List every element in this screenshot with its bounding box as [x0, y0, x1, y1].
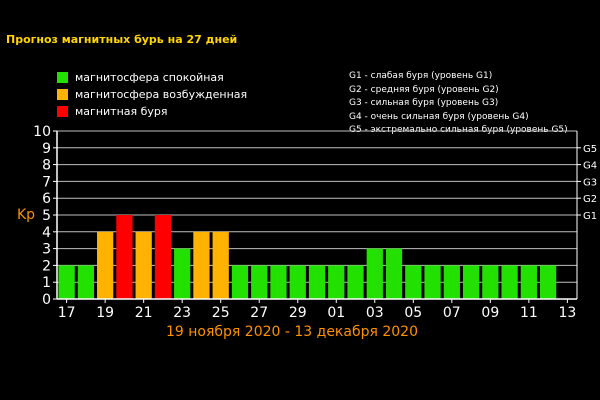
- bar: [539, 265, 557, 299]
- x-tick-label: 11: [520, 305, 538, 321]
- g-tick-label: G5: [583, 144, 597, 155]
- legend-label-excited: магнитосфера возбужденная: [75, 88, 248, 101]
- legend-label-storm: магнитная буря: [75, 105, 168, 118]
- x-tick-label: 19: [96, 305, 114, 321]
- y-tick-label: 2: [42, 258, 51, 274]
- x-tick-label: 09: [481, 305, 499, 321]
- x-tick-label: 07: [443, 305, 461, 321]
- legend-swatch-storm: [57, 106, 68, 117]
- bar: [193, 231, 210, 299]
- bar: [308, 265, 326, 299]
- bar: [174, 248, 191, 299]
- x-tick-label: 01: [327, 305, 345, 321]
- x-tick-label: 03: [366, 305, 384, 321]
- y-axis-title: Kp: [17, 207, 35, 223]
- x-tick-label: 17: [58, 305, 76, 321]
- y-tick-label: 1: [42, 275, 51, 291]
- bar: [328, 265, 345, 299]
- storm-level-legend: G1 - слабая буря (уровень G1) G2 - средн…: [349, 70, 568, 138]
- g-legend-item-g1: G1 - слабая буря (уровень G1): [349, 71, 493, 81]
- g-legend-item-g5: G5 - экстремально сильная буря (уровень …: [349, 125, 568, 135]
- x-axis-title: 19 ноября 2020 - 13 декабря 2020: [166, 324, 418, 340]
- bar: [347, 265, 364, 299]
- legend-item-storm: магнитная буря: [57, 103, 247, 120]
- legend-label-calm: магнитосфера спокойная: [75, 71, 224, 84]
- bar: [385, 248, 403, 299]
- bar: [77, 265, 95, 299]
- bar: [366, 248, 383, 299]
- bar: [154, 215, 172, 299]
- bar: [270, 265, 287, 299]
- bar: [501, 265, 518, 299]
- bar: [443, 265, 460, 299]
- y-tick-label: 10: [33, 124, 51, 140]
- x-tick-label: 13: [558, 305, 576, 321]
- y-tick-label: 5: [42, 208, 51, 224]
- bar: [462, 265, 480, 299]
- g-tick-label: G3: [583, 177, 597, 188]
- bar: [520, 265, 537, 299]
- x-tick-label: 21: [135, 305, 153, 321]
- bar: [231, 265, 249, 299]
- x-tick-label: 23: [173, 305, 191, 321]
- x-tick-label: 25: [212, 305, 230, 321]
- x-tick-label: 27: [250, 305, 268, 321]
- bar-layer: [58, 215, 557, 299]
- x-tick-label: 29: [289, 305, 307, 321]
- g-legend-item-g4: G4 - очень сильная буря (уровень G4): [349, 111, 529, 122]
- g-tick-label: G2: [583, 194, 597, 205]
- bar: [58, 265, 75, 299]
- bar: [97, 231, 114, 299]
- bar: [405, 265, 422, 299]
- bar: [424, 265, 441, 299]
- grid-layer: [57, 130, 577, 283]
- y-tick-label: 8: [42, 158, 51, 174]
- activity-legend: магнитосфера спокойная магнитосфера возб…: [57, 69, 247, 120]
- y-tick-label: 0: [42, 292, 51, 308]
- y-tick-label: 4: [42, 225, 51, 241]
- g-legend-item-g3: G3 - сильная буря (уровень G3): [349, 98, 499, 108]
- x-tick-label: 05: [404, 305, 422, 321]
- y-tick-label: 7: [42, 174, 51, 190]
- legend-item-excited: магнитосфера возбужденная: [57, 86, 247, 103]
- axis-layer: [53, 130, 581, 303]
- legend-item-calm: магнитосфера спокойная: [57, 69, 247, 86]
- bar: [212, 231, 229, 299]
- bar: [482, 265, 499, 299]
- bar: [135, 231, 152, 299]
- chart-title: Прогноз магнитных бурь на 27 дней: [6, 33, 238, 46]
- y-tick-label: 6: [42, 191, 51, 207]
- legend-swatch-calm: [57, 72, 68, 83]
- g-tick-label: G4: [583, 161, 597, 172]
- bar: [251, 265, 268, 299]
- bar: [289, 265, 306, 299]
- y-tick-label: 3: [42, 242, 51, 258]
- y-tick-label: 9: [42, 141, 51, 157]
- g-tick-label: G1: [583, 211, 597, 222]
- legend-swatch-excited: [57, 89, 68, 100]
- g-legend-item-g2: G2 - средняя буря (уровень G2): [349, 84, 499, 95]
- bar: [116, 215, 133, 299]
